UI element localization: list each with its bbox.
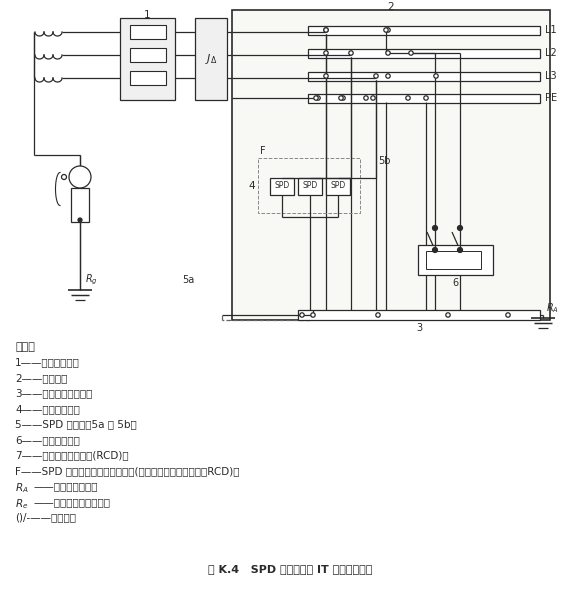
Text: $R_g$: $R_g$ — [85, 272, 98, 287]
Text: 2——配电盘；: 2——配电盘； — [15, 373, 67, 383]
Bar — [308, 94, 540, 103]
Bar — [326, 178, 350, 195]
Circle shape — [384, 28, 388, 32]
Text: $R_A$: $R_A$ — [15, 482, 28, 495]
Text: 4: 4 — [249, 181, 255, 191]
Circle shape — [376, 313, 380, 317]
Text: SPD: SPD — [331, 182, 346, 191]
Text: 5——SPD 的接地，5a 或 5b；: 5——SPD 的接地，5a 或 5b； — [15, 420, 137, 430]
Circle shape — [324, 74, 328, 78]
Text: L2: L2 — [545, 48, 557, 58]
Circle shape — [311, 313, 315, 317]
Circle shape — [324, 51, 328, 55]
Text: $R_e$: $R_e$ — [15, 497, 28, 511]
Bar — [195, 18, 227, 100]
Circle shape — [409, 51, 413, 55]
Bar — [426, 251, 481, 269]
Circle shape — [324, 28, 328, 32]
Text: SPD: SPD — [274, 182, 289, 191]
Circle shape — [406, 96, 410, 100]
Text: $J_\Delta$: $J_\Delta$ — [205, 52, 217, 66]
Bar — [308, 26, 540, 35]
Bar — [308, 72, 540, 81]
Text: 6——被保护设备；: 6——被保护设备； — [15, 435, 80, 445]
Circle shape — [386, 51, 390, 55]
Circle shape — [314, 96, 318, 100]
Circle shape — [458, 247, 462, 253]
Text: 说明：: 说明： — [15, 342, 35, 352]
Circle shape — [339, 96, 343, 100]
Circle shape — [446, 313, 450, 317]
Bar — [120, 18, 175, 100]
Text: L3: L3 — [545, 71, 557, 81]
Circle shape — [78, 218, 82, 222]
Circle shape — [433, 247, 437, 253]
Text: F——SPD 制造厂要求装设的保护器(例如：熔断器、断路器、RCD)；: F——SPD 制造厂要求装设的保护器(例如：熔断器、断路器、RCD)； — [15, 466, 240, 476]
Text: 3——总接地端子或棒；: 3——总接地端子或棒； — [15, 389, 92, 399]
Circle shape — [324, 28, 328, 32]
Text: L1: L1 — [545, 25, 557, 35]
Bar — [232, 10, 550, 320]
Circle shape — [300, 313, 304, 317]
Bar — [418, 245, 493, 275]
Text: PE: PE — [545, 93, 557, 103]
Circle shape — [364, 96, 368, 100]
Text: 1——装置的电源；: 1——装置的电源； — [15, 358, 80, 368]
Text: 7——剩余电流保护装置(RCD)；: 7——剩余电流保护装置(RCD)； — [15, 451, 129, 461]
Circle shape — [434, 74, 438, 78]
Circle shape — [316, 96, 320, 100]
Text: 5a: 5a — [182, 275, 194, 285]
Text: F: F — [260, 146, 266, 156]
Text: $R_A$: $R_A$ — [546, 301, 559, 315]
Circle shape — [506, 313, 510, 317]
Bar — [270, 178, 294, 195]
Circle shape — [458, 225, 462, 231]
Circle shape — [424, 96, 428, 100]
Text: 图 K.4   SPD 在没有中线 IT 系统中的安装: 图 K.4 SPD 在没有中线 IT 系统中的安装 — [208, 564, 372, 574]
Bar — [298, 178, 322, 195]
Text: 2: 2 — [387, 2, 394, 12]
Bar — [298, 310, 540, 320]
Text: 4——电涌保护器；: 4——电涌保护器； — [15, 404, 80, 414]
Bar — [308, 49, 540, 58]
Text: 3: 3 — [416, 323, 422, 333]
Text: 6: 6 — [452, 278, 458, 288]
Circle shape — [61, 175, 67, 179]
Circle shape — [371, 96, 375, 100]
Circle shape — [69, 166, 91, 188]
Text: ——装置的地电极；: ——装置的地电极； — [33, 482, 97, 492]
Bar — [258, 158, 360, 213]
Text: ()/-——开路或。: ()/-——开路或。 — [15, 513, 76, 523]
Text: SPD: SPD — [302, 182, 318, 191]
Bar — [130, 48, 166, 62]
Bar — [130, 25, 166, 39]
Circle shape — [386, 74, 390, 78]
Text: 5b: 5b — [378, 156, 390, 166]
Circle shape — [386, 28, 390, 32]
Circle shape — [433, 225, 437, 231]
Bar — [130, 71, 166, 85]
Bar — [71, 188, 89, 222]
Circle shape — [349, 51, 353, 55]
Text: ——供电系统的地电极；: ——供电系统的地电极； — [33, 497, 110, 507]
Text: 1: 1 — [144, 10, 150, 20]
Circle shape — [341, 96, 345, 100]
Circle shape — [374, 74, 378, 78]
